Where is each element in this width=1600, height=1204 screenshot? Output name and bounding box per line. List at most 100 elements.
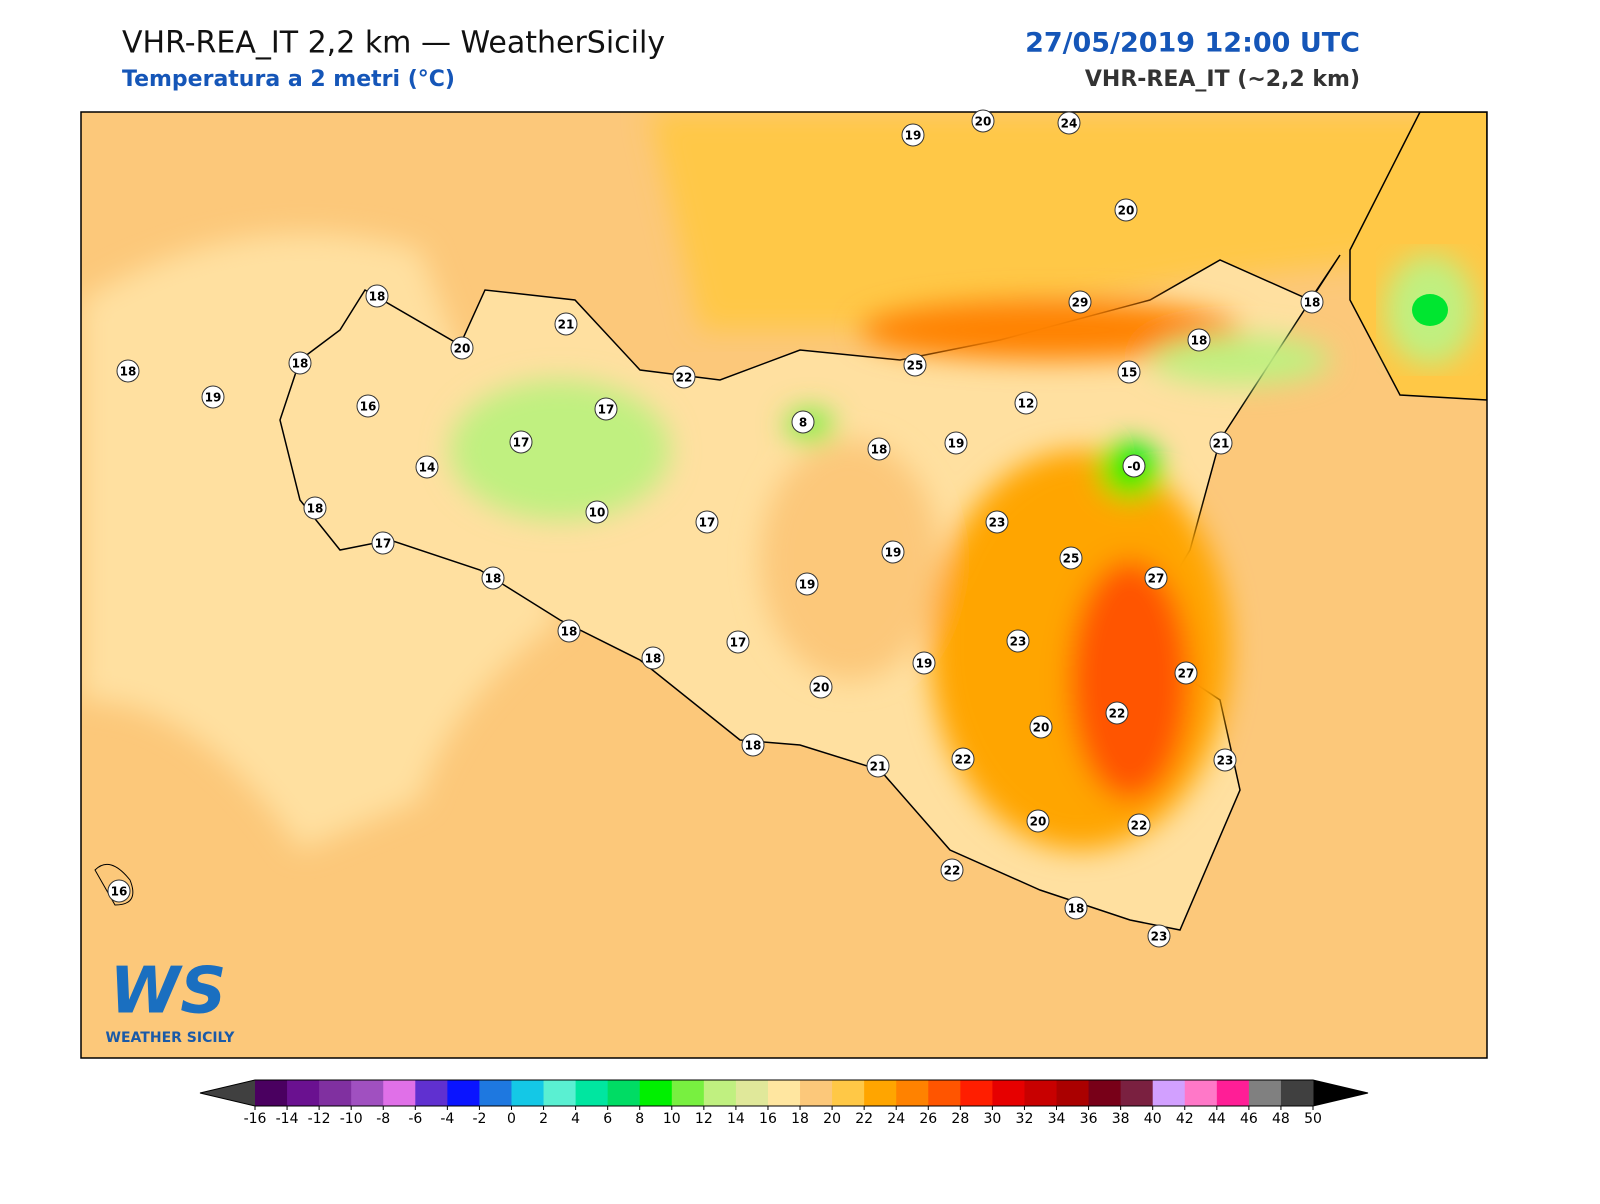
colorbar-segment: [1280, 1080, 1314, 1106]
station-value: 17: [699, 516, 716, 530]
colorbar-segment: [511, 1080, 545, 1106]
station-marker: [450, 336, 474, 360]
colorbar-tick-label: 32: [1016, 1111, 1034, 1127]
station-value: 20: [1030, 815, 1047, 829]
station-value: 22: [1131, 819, 1148, 833]
station-marker: [912, 651, 936, 675]
stations: 19 20 24 20 18 21 29 18 20 18 18 22 25 18 15 19 16 17 8 12 1…: [107, 109, 1324, 948]
station-value: 14: [419, 461, 436, 475]
station-marker: [1187, 328, 1211, 352]
station-value: 18: [485, 572, 502, 586]
station-value: 18: [292, 357, 309, 371]
station-marker: [303, 496, 327, 520]
colorbar-tick-label: 44: [1208, 1111, 1226, 1127]
station-value: 23: [1010, 635, 1027, 649]
map: [81, 112, 1487, 1058]
colorbar-segment: [1152, 1080, 1186, 1106]
colorbar-tick-label: 6: [603, 1111, 612, 1127]
station-marker: [365, 284, 389, 308]
colorbar-segment: [1056, 1080, 1090, 1106]
colorbar-segment: [1248, 1080, 1282, 1106]
station-marker: [791, 410, 815, 434]
station-value: 20: [1118, 204, 1135, 218]
station-marker: [1127, 813, 1151, 837]
colorbar-tick-label: 0: [507, 1111, 516, 1127]
station-value: 18: [1191, 334, 1208, 348]
station-marker: [554, 312, 578, 336]
colorbar: -16 -14 -12 -10 -8 -6 -4 -2 0 2 4 6 8 10 12 14 16 18 20 22 2…: [199, 1079, 1369, 1127]
station-value: 12: [1018, 397, 1035, 411]
station-value: 20: [454, 342, 471, 356]
station-value: 15: [1121, 366, 1138, 380]
station-value: 18: [1304, 296, 1321, 310]
station-value: 19: [916, 657, 933, 671]
station-value: 23: [989, 516, 1006, 530]
station-value: 23: [1151, 930, 1168, 944]
station-marker: [1105, 701, 1129, 725]
colorbar-tick-label: 8: [635, 1111, 644, 1127]
colorbar-segment: [896, 1080, 929, 1106]
station-marker: [1147, 924, 1171, 948]
colorbar-tick-label: 16: [759, 1111, 777, 1127]
colorbar-tick-label: -4: [440, 1111, 454, 1127]
station-marker: [1117, 360, 1141, 384]
colorbar-tick-label: 48: [1272, 1111, 1290, 1127]
station-marker: [944, 431, 968, 455]
colorbar-segment: [928, 1080, 961, 1106]
colorbar-segment: [415, 1080, 448, 1106]
datetime: 27/05/2019 12:00 UTC: [1025, 28, 1360, 59]
station-marker: [901, 123, 925, 147]
station-value: 21: [558, 318, 575, 332]
colorbar-tick-label: 4: [571, 1111, 580, 1127]
colorbar-tick-label: 20: [823, 1111, 841, 1127]
colorbar-segment: [575, 1080, 609, 1106]
colorbar-tick-label: 50: [1304, 1111, 1322, 1127]
colorbar-segment: [703, 1080, 737, 1106]
colorbar-segment: [767, 1080, 801, 1106]
colorbar-segment: [319, 1080, 352, 1106]
colorbar-tick-label: -2: [472, 1111, 486, 1127]
colorbar-segment: [447, 1080, 480, 1106]
colorbar-segment: [800, 1080, 833, 1106]
colorbar-segment: [639, 1080, 673, 1106]
station-marker: [557, 619, 581, 643]
station-marker: [1144, 566, 1168, 590]
colorbar-tick-label: 46: [1240, 1111, 1258, 1127]
colorbar-segment: [1088, 1080, 1122, 1106]
colorbar-segment: [479, 1080, 512, 1106]
station-value: 18: [645, 652, 662, 666]
station-marker: [971, 109, 995, 133]
station-marker: [201, 385, 225, 409]
colorbar-tick-label: -12: [308, 1111, 331, 1127]
station-marker: [1122, 454, 1146, 478]
colorbar-segment: [992, 1080, 1025, 1106]
station-value: 29: [1072, 296, 1089, 310]
station-marker: [1026, 809, 1050, 833]
colorbar-tick-label: 24: [887, 1111, 905, 1127]
station-marker: [585, 500, 609, 524]
colorbar-segment: [543, 1080, 577, 1106]
colorbar-segment: [1184, 1080, 1218, 1106]
colorbar-segment: [864, 1080, 897, 1106]
station-value: 8: [799, 416, 807, 430]
colorbar-segment: [671, 1080, 705, 1106]
colorbar-tick-label: 10: [663, 1111, 681, 1127]
colorbar-tick-label: 12: [695, 1111, 713, 1127]
colorbar-tick-label: 26: [919, 1111, 937, 1127]
station-marker: [741, 733, 765, 757]
station-marker: [1114, 198, 1138, 222]
colorbar-tick-label: 18: [791, 1111, 809, 1127]
colorbar-tick-label: 28: [951, 1111, 969, 1127]
colorbar-segment: [1120, 1080, 1154, 1106]
colorbar-segment: [960, 1080, 993, 1106]
station-marker: [371, 531, 395, 555]
station-marker: [1064, 896, 1088, 920]
station-marker: [940, 858, 964, 882]
station-marker: [1068, 290, 1092, 314]
station-marker: [866, 754, 890, 778]
station-value: 20: [1033, 721, 1050, 735]
station-value: 27: [1178, 667, 1195, 681]
station-marker: [1213, 748, 1237, 772]
title: VHR-REA_IT 2,2 km — WeatherSicily: [122, 26, 665, 61]
station-marker: [415, 455, 439, 479]
